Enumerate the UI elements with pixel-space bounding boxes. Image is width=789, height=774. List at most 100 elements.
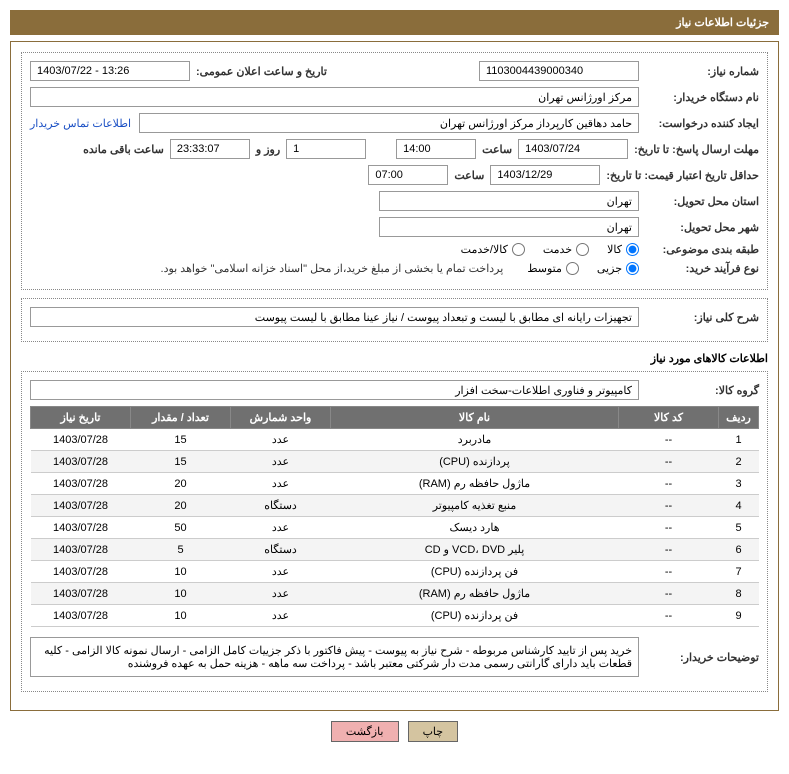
announce-value: 1403/07/22 - 13:26 (30, 61, 190, 81)
cell-code: -- (619, 605, 719, 627)
cell-date: 1403/07/28 (31, 451, 131, 473)
announce-label: تاریخ و ساعت اعلان عمومی: (190, 65, 333, 78)
table-row: 5--هارد دیسکعدد501403/07/28 (31, 517, 759, 539)
buyer-notes-label: توضیحات خریدار: (639, 651, 759, 664)
goods-section: گروه کالا: کامپیوتر و فناوری اطلاعات-سخت… (21, 371, 768, 692)
group-value: کامپیوتر و فناوری اطلاعات-سخت افزار (30, 380, 639, 400)
cell-unit: عدد (231, 517, 331, 539)
table-row: 6--پلیر VCD، DVD و CDدستگاه51403/07/28 (31, 539, 759, 561)
cell-name: مادربرد (331, 429, 619, 451)
cell-qty: 10 (131, 561, 231, 583)
cell-qty: 50 (131, 517, 231, 539)
cell-code: -- (619, 429, 719, 451)
cell-date: 1403/07/28 (31, 473, 131, 495)
desc-label: شرح کلی نیاز: (639, 311, 759, 324)
desc-section: شرح کلی نیاز: تجهیزات رایانه ای مطابق با… (21, 298, 768, 342)
deadline-label: مهلت ارسال پاسخ: تا تاریخ: (628, 143, 759, 156)
cat-goods-label: کالا (607, 243, 622, 256)
group-label: گروه کالا: (639, 384, 759, 397)
proc-partial-label: جزیی (597, 262, 622, 275)
requester-label: ایجاد کننده درخواست: (639, 117, 759, 130)
days-and-label: روز و (250, 143, 286, 156)
validity-label: حداقل تاریخ اعتبار قیمت: تا تاریخ: (600, 169, 759, 182)
cell-name: پردازنده (CPU) (331, 451, 619, 473)
cell-unit: عدد (231, 605, 331, 627)
th-qty: تعداد / مقدار (131, 407, 231, 429)
cell-idx: 9 (719, 605, 759, 627)
category-label: طبقه بندی موضوعی: (639, 243, 759, 256)
cell-code: -- (619, 495, 719, 517)
need-no-label: شماره نیاز: (639, 65, 759, 78)
cell-idx: 5 (719, 517, 759, 539)
cell-idx: 1 (719, 429, 759, 451)
desc-value: تجهیزات رایانه ای مطابق با لیست و تبعداد… (30, 307, 639, 327)
time-label-1: ساعت (476, 143, 518, 156)
cell-code: -- (619, 583, 719, 605)
cell-name: ماژول حافظه رم (RAM) (331, 473, 619, 495)
cell-unit: دستگاه (231, 495, 331, 517)
cell-code: -- (619, 451, 719, 473)
cell-name: پلیر VCD، DVD و CD (331, 539, 619, 561)
cell-idx: 8 (719, 583, 759, 605)
cat-service-radio[interactable] (576, 243, 589, 256)
cell-qty: 5 (131, 539, 231, 561)
cell-date: 1403/07/28 (31, 429, 131, 451)
proc-note: پرداخت تمام یا بخشی از مبلغ خرید،از محل … (161, 262, 504, 275)
deadline-date: 1403/07/24 (518, 139, 628, 159)
goods-section-title: اطلاعات کالاهای مورد نیاز (21, 352, 768, 365)
cell-unit: عدد (231, 429, 331, 451)
table-row: 1--مادربردعدد151403/07/28 (31, 429, 759, 451)
buyer-notes-value: خرید پس از تایید کارشناس مربوطه - شرح نی… (30, 637, 639, 677)
requester-value: حامد دهاقین کارپرداز مرکز اورژانس تهران (139, 113, 639, 133)
cat-goods-radio[interactable] (626, 243, 639, 256)
cell-unit: عدد (231, 451, 331, 473)
table-row: 9--فن پردازنده (CPU)عدد101403/07/28 (31, 605, 759, 627)
cell-unit: عدد (231, 561, 331, 583)
cell-idx: 7 (719, 561, 759, 583)
cell-code: -- (619, 561, 719, 583)
city-label: شهر محل تحویل: (639, 221, 759, 234)
table-row: 2--پردازنده (CPU)عدد151403/07/28 (31, 451, 759, 473)
cell-idx: 6 (719, 539, 759, 561)
cell-qty: 10 (131, 605, 231, 627)
cell-date: 1403/07/28 (31, 539, 131, 561)
main-info-section: شماره نیاز: 1103004439000340 تاریخ و ساع… (21, 52, 768, 290)
cell-name: هارد دیسک (331, 517, 619, 539)
table-row: 7--فن پردازنده (CPU)عدد101403/07/28 (31, 561, 759, 583)
cell-qty: 15 (131, 451, 231, 473)
print-button[interactable]: چاپ (408, 721, 459, 742)
cell-date: 1403/07/28 (31, 561, 131, 583)
proc-partial-radio[interactable] (626, 262, 639, 275)
cell-idx: 3 (719, 473, 759, 495)
cell-unit: عدد (231, 473, 331, 495)
cell-name: فن پردازنده (CPU) (331, 605, 619, 627)
cat-both-radio[interactable] (512, 243, 525, 256)
proc-medium-radio[interactable] (566, 262, 579, 275)
buyer-org-value: مرکز اورژانس تهران (30, 87, 639, 107)
cell-date: 1403/07/28 (31, 583, 131, 605)
table-row: 3--ماژول حافظه رم (RAM)عدد201403/07/28 (31, 473, 759, 495)
back-button[interactable]: بازگشت (331, 721, 399, 742)
cat-both-label: کالا/خدمت (461, 243, 508, 256)
th-name: نام کالا (331, 407, 619, 429)
cell-name: منبع تغذیه کامپیوتر (331, 495, 619, 517)
city-value: تهران (379, 217, 639, 237)
cell-idx: 2 (719, 451, 759, 473)
remaining-label: ساعت باقی مانده (77, 143, 170, 156)
time-remaining: 23:33:07 (170, 139, 250, 159)
th-unit: واحد شمارش (231, 407, 331, 429)
validity-date: 1403/12/29 (490, 165, 600, 185)
cell-code: -- (619, 539, 719, 561)
cell-qty: 10 (131, 583, 231, 605)
cell-name: ماژول حافظه رم (RAM) (331, 583, 619, 605)
cell-unit: دستگاه (231, 539, 331, 561)
province-value: تهران (379, 191, 639, 211)
cell-qty: 20 (131, 473, 231, 495)
contact-link[interactable]: اطلاعات تماس خریدار (30, 117, 131, 130)
cell-date: 1403/07/28 (31, 605, 131, 627)
th-idx: ردیف (719, 407, 759, 429)
th-code: کد کالا (619, 407, 719, 429)
validity-time: 07:00 (368, 165, 448, 185)
cell-code: -- (619, 517, 719, 539)
cell-qty: 20 (131, 495, 231, 517)
